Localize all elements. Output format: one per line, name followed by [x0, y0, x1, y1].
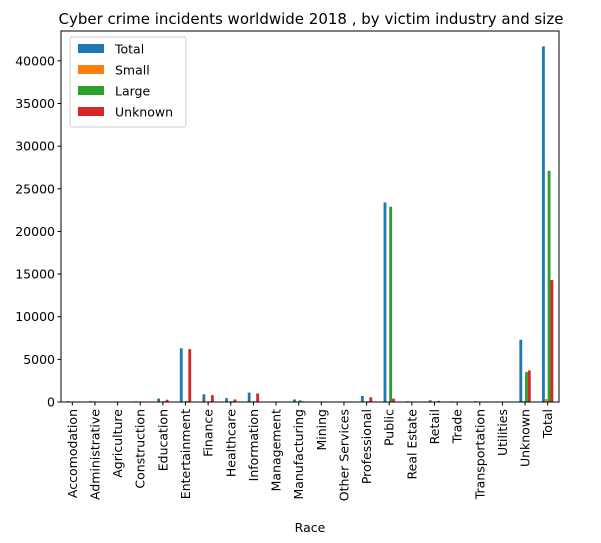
x-tick-label: Retail — [427, 409, 442, 444]
x-tick-label: Total — [540, 409, 555, 439]
legend: Total Small Large Unknown — [69, 36, 187, 128]
x-tick-label: Other Services — [336, 409, 351, 501]
plot-frame — [60, 30, 560, 403]
x-tick-label: Mining — [314, 409, 329, 451]
chart-title: Cyber crime incidents worldwide 2018 , b… — [59, 10, 564, 28]
bar-total-total — [542, 46, 545, 402]
x-tick-label: Information — [246, 409, 261, 481]
bar-total-healthcare — [225, 398, 228, 402]
legend-label-large: Large — [115, 84, 150, 99]
bar-total-unknown — [519, 339, 523, 402]
y-tick-label: 10000 — [15, 309, 55, 324]
bar-unknown-healthcare — [233, 399, 237, 402]
x-tick-label: Management — [269, 409, 284, 491]
bar-total-professional — [360, 396, 364, 402]
x-tick-label: Real Estate — [404, 409, 419, 480]
legend-label-small: Small — [115, 63, 150, 78]
legend-swatch-total — [78, 44, 104, 53]
legend-swatch-large — [78, 86, 104, 95]
y-tick-label: 30000 — [15, 139, 55, 154]
x-tick-label: Finance — [201, 409, 216, 457]
y-tick-label: 40000 — [15, 53, 55, 68]
legend-box — [69, 36, 187, 128]
x-tick-label: Professional — [359, 409, 374, 484]
y-tick-label: 15000 — [15, 267, 55, 282]
legend-label-total: Total — [114, 42, 144, 57]
bar-total-information — [247, 392, 251, 402]
bar-unknown-entertainment — [188, 349, 192, 402]
bar-unknown-total — [550, 280, 554, 402]
y-tick-label: 35000 — [15, 96, 55, 111]
y-tick-label: 25000 — [15, 181, 55, 196]
bar-small-total — [544, 399, 548, 402]
x-tick-label: Entertainment — [178, 409, 193, 499]
x-tick-label: Transportation — [472, 409, 487, 500]
bar-unknown-professional — [369, 397, 373, 402]
bar-total-manufacturing — [293, 399, 296, 402]
x-tick-label: Manufacturing — [291, 409, 306, 500]
bar-unknown-public — [392, 398, 395, 402]
x-tick-label: Administrative — [87, 409, 102, 500]
bar-unknown-retail — [437, 400, 441, 402]
legend-swatch-small — [78, 65, 104, 74]
bar-unknown-finance — [210, 395, 214, 402]
x-tick-label: Accomodation — [65, 409, 80, 498]
x-tick-label: Public — [382, 409, 397, 446]
y-tick-label: 20000 — [15, 224, 55, 239]
y-tick-label: 5000 — [23, 352, 55, 367]
x-tick-label: Utilities — [495, 409, 510, 456]
bar-total-education — [157, 398, 161, 402]
bar-total-public — [383, 202, 387, 402]
bar-unknown-education — [165, 399, 169, 402]
legend-label-unknown: Unknown — [115, 105, 173, 120]
legend-swatch-unknown — [78, 107, 104, 116]
y-axis: 0 5000 10000 15000 20000 25000 30000 35000 40000 — [15, 53, 61, 410]
bar-large-total — [547, 170, 551, 402]
x-tick-label: Construction — [133, 409, 148, 489]
x-tick-label: Agriculture — [110, 409, 125, 478]
x-axis-label: Race — [295, 520, 326, 535]
bar-large-public — [389, 206, 393, 402]
bar-total-entertainment — [179, 348, 183, 402]
bar-unknown-information — [256, 393, 260, 402]
bar-large-unknown — [525, 372, 528, 402]
y-tick-label: 0 — [47, 395, 55, 410]
x-tick-label: Unknown — [518, 409, 533, 467]
bar-large-manufacturing — [298, 400, 302, 402]
x-tick-label: Trade — [450, 409, 465, 445]
x-tick-label: Healthcare — [223, 409, 238, 477]
bar-total-retail — [428, 400, 432, 402]
x-tick-label: Education — [155, 409, 170, 471]
x-axis: Accomodation Administrative Agriculture Con… — [65, 402, 555, 501]
bar-unknown-unknown — [527, 370, 531, 402]
bar-total-finance — [202, 394, 206, 402]
